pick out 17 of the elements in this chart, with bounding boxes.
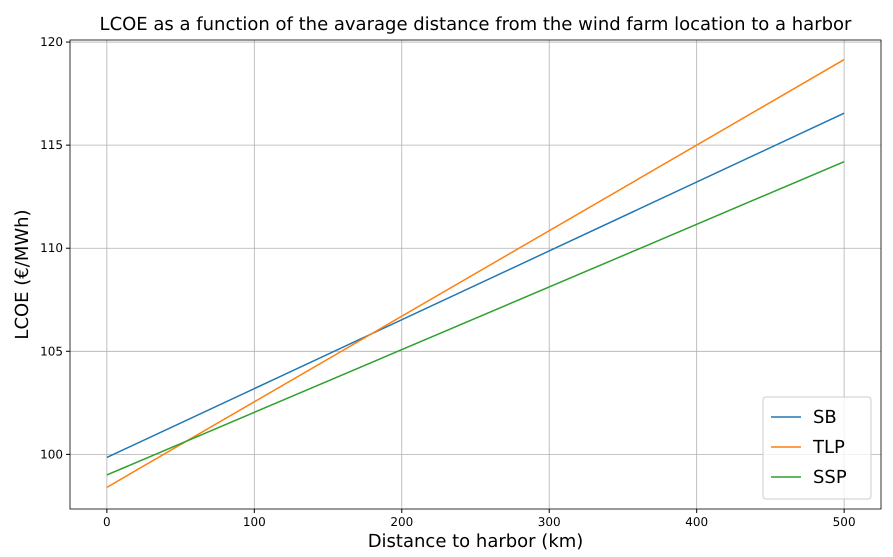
y-tick-label: 105: [40, 344, 63, 358]
x-tick-label: 500: [832, 515, 856, 529]
x-axis-title: Distance to harbor (km): [368, 531, 584, 552]
chart-title: LCOE as a function of the avarage distance from the wind farm location to a harbor: [100, 14, 852, 35]
x-tick-label: 400: [685, 515, 708, 529]
legend-label: SSP: [813, 467, 847, 488]
y-tick-label: 110: [40, 241, 63, 256]
y-axis-title: LCOE (€/MWh): [12, 209, 33, 340]
x-tick-label: 200: [390, 515, 414, 529]
x-tick-label: 0: [103, 515, 111, 529]
y-tick-label: 115: [40, 138, 63, 152]
y-tick-label: 120: [40, 35, 63, 50]
x-tick-label: 300: [538, 515, 561, 529]
legend-label: TLP: [812, 437, 846, 458]
legend-label: SB: [813, 407, 837, 428]
y-tick-label: 100: [40, 447, 63, 462]
x-tick-label: 100: [242, 515, 266, 529]
